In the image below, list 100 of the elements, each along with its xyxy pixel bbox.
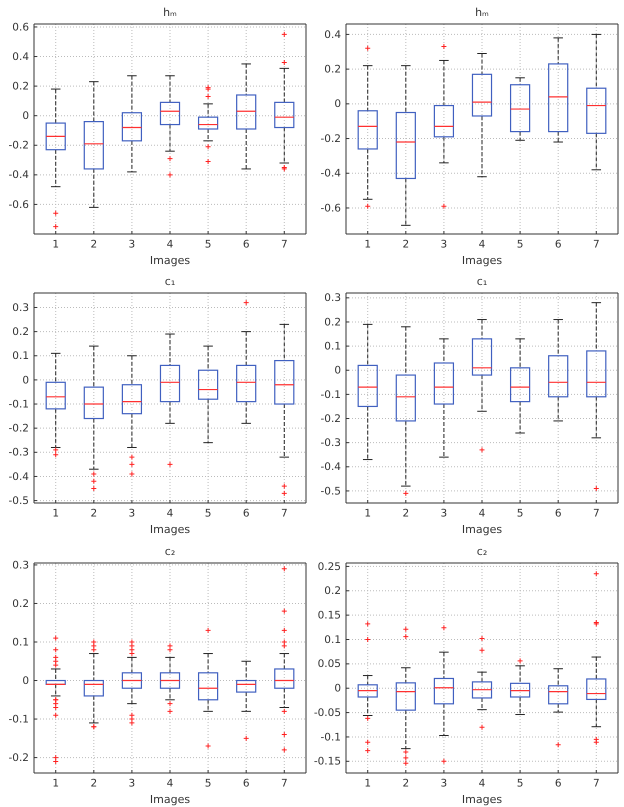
y-tick-label: 0.25 xyxy=(318,560,341,573)
y-tick-label: 0.3 xyxy=(12,559,29,572)
x-tick-label: 5 xyxy=(516,238,524,250)
y-tick-label: 0.1 xyxy=(12,636,29,648)
x-tick-label: 7 xyxy=(592,777,600,790)
x-tick-label: 3 xyxy=(440,507,448,520)
x-tick-label: 4 xyxy=(166,238,174,250)
x-tick-label: 5 xyxy=(516,777,524,790)
y-tick-label: -0.2 xyxy=(8,422,29,435)
y-tick-label: -0.1 xyxy=(8,398,29,410)
chart-title: hₘ xyxy=(475,6,490,19)
y-tick-label: -0.15 xyxy=(314,756,341,768)
x-tick-label: 4 xyxy=(166,777,174,790)
y-tick-label: 0.15 xyxy=(318,609,341,622)
x-tick-label: 7 xyxy=(592,507,600,520)
y-tick-label: -0.05 xyxy=(314,706,341,719)
x-tick-label: 4 xyxy=(478,507,486,520)
x-axis-title: Images xyxy=(150,793,190,806)
x-tick-label: 6 xyxy=(242,238,250,250)
y-tick-label: 0.1 xyxy=(12,350,29,362)
x-tick-label: 1 xyxy=(364,238,372,250)
x-axis-title: Images xyxy=(150,254,190,267)
x-tick-label: 6 xyxy=(242,777,250,790)
x-tick-label: 5 xyxy=(204,777,212,790)
x-tick-label: 7 xyxy=(280,238,288,250)
chart-title: c₁ xyxy=(164,275,176,288)
x-tick-label: 2 xyxy=(90,238,98,250)
x-tick-label: 5 xyxy=(516,507,524,520)
y-tick-label: 0.05 xyxy=(318,658,341,670)
x-axis-title: Images xyxy=(150,523,190,536)
y-tick-label: 0.2 xyxy=(12,598,29,610)
y-tick-label: -0.6 xyxy=(320,202,342,214)
y-tick-label: -0.5 xyxy=(320,485,341,498)
x-axis-title: Images xyxy=(462,523,502,536)
x-tick-label: 5 xyxy=(204,507,212,520)
y-tick-label: -0.2 xyxy=(8,752,29,764)
x-tick-label: 2 xyxy=(402,507,410,520)
y-tick-label: -0.6 xyxy=(8,198,30,211)
chart-title: hₘ xyxy=(163,6,178,19)
y-tick-label: 0.2 xyxy=(12,326,29,338)
x-tick-label: 6 xyxy=(554,777,562,790)
x-tick-label: 2 xyxy=(402,777,410,790)
x-tick-label: 4 xyxy=(478,777,486,790)
x-tick-label: 6 xyxy=(554,238,562,250)
y-tick-label: -0.1 xyxy=(320,388,341,401)
y-tick-label: -0.1 xyxy=(320,731,341,744)
x-tick-label: 2 xyxy=(90,777,98,790)
x-tick-label: 7 xyxy=(592,238,600,250)
x-tick-label: 3 xyxy=(128,777,136,790)
y-tick-label: 0.1 xyxy=(324,340,341,352)
y-tick-label: -0.2 xyxy=(320,412,341,425)
x-tick-label: 4 xyxy=(166,507,174,520)
y-tick-label: 0.3 xyxy=(12,302,29,314)
x-tick-label: 5 xyxy=(204,238,212,250)
x-tick-label: 1 xyxy=(52,507,60,520)
x-tick-label: 3 xyxy=(128,507,136,520)
y-tick-label: 0 xyxy=(334,364,341,377)
chart-title: c₂ xyxy=(476,545,488,558)
x-tick-label: 3 xyxy=(128,238,136,250)
y-tick-label: -0.4 xyxy=(8,169,30,182)
y-tick-label: 0.6 xyxy=(12,21,30,34)
x-tick-label: 1 xyxy=(52,238,60,250)
chart-title: c₁ xyxy=(476,275,488,288)
y-tick-label: 0 xyxy=(22,110,29,122)
y-tick-label: -0.3 xyxy=(320,437,341,450)
x-tick-label: 3 xyxy=(440,238,448,250)
x-tick-label: 2 xyxy=(90,507,98,520)
x-tick-label: 3 xyxy=(440,777,448,790)
y-tick-label: 0.1 xyxy=(324,634,341,646)
chart-title: c₂ xyxy=(164,545,176,558)
x-axis-title: Images xyxy=(462,793,502,806)
y-tick-label: -0.4 xyxy=(320,168,342,180)
x-tick-label: 6 xyxy=(242,507,250,520)
y-tick-label: 0.2 xyxy=(324,585,341,598)
y-tick-label: 0.3 xyxy=(324,292,341,304)
y-tick-label: 0.2 xyxy=(324,316,341,328)
y-tick-label: 0 xyxy=(334,98,341,110)
y-tick-label: 0.4 xyxy=(324,28,342,41)
y-tick-label: -0.4 xyxy=(320,461,342,474)
x-tick-label: 7 xyxy=(280,507,288,520)
y-tick-label: 0 xyxy=(334,682,341,695)
x-tick-label: 6 xyxy=(554,507,562,520)
y-tick-label: 0 xyxy=(22,374,29,386)
x-tick-label: 1 xyxy=(52,777,60,790)
y-tick-label: 0.4 xyxy=(12,50,30,63)
y-tick-label: -0.5 xyxy=(8,494,29,507)
x-tick-label: 1 xyxy=(364,777,372,790)
y-tick-label: -0.2 xyxy=(320,132,341,145)
y-tick-label: 0 xyxy=(22,674,29,687)
y-tick-label: 0.2 xyxy=(12,80,29,92)
y-tick-label: -0.2 xyxy=(8,140,29,152)
y-tick-label: 0.2 xyxy=(324,63,341,76)
x-tick-label: 1 xyxy=(364,507,372,520)
x-tick-label: 7 xyxy=(280,777,288,790)
x-tick-label: 2 xyxy=(402,238,410,250)
x-axis-title: Images xyxy=(462,254,502,267)
y-tick-label: -0.4 xyxy=(8,470,30,483)
y-tick-label: -0.3 xyxy=(8,446,29,459)
y-tick-label: -0.1 xyxy=(8,713,29,726)
x-tick-label: 4 xyxy=(478,238,486,250)
